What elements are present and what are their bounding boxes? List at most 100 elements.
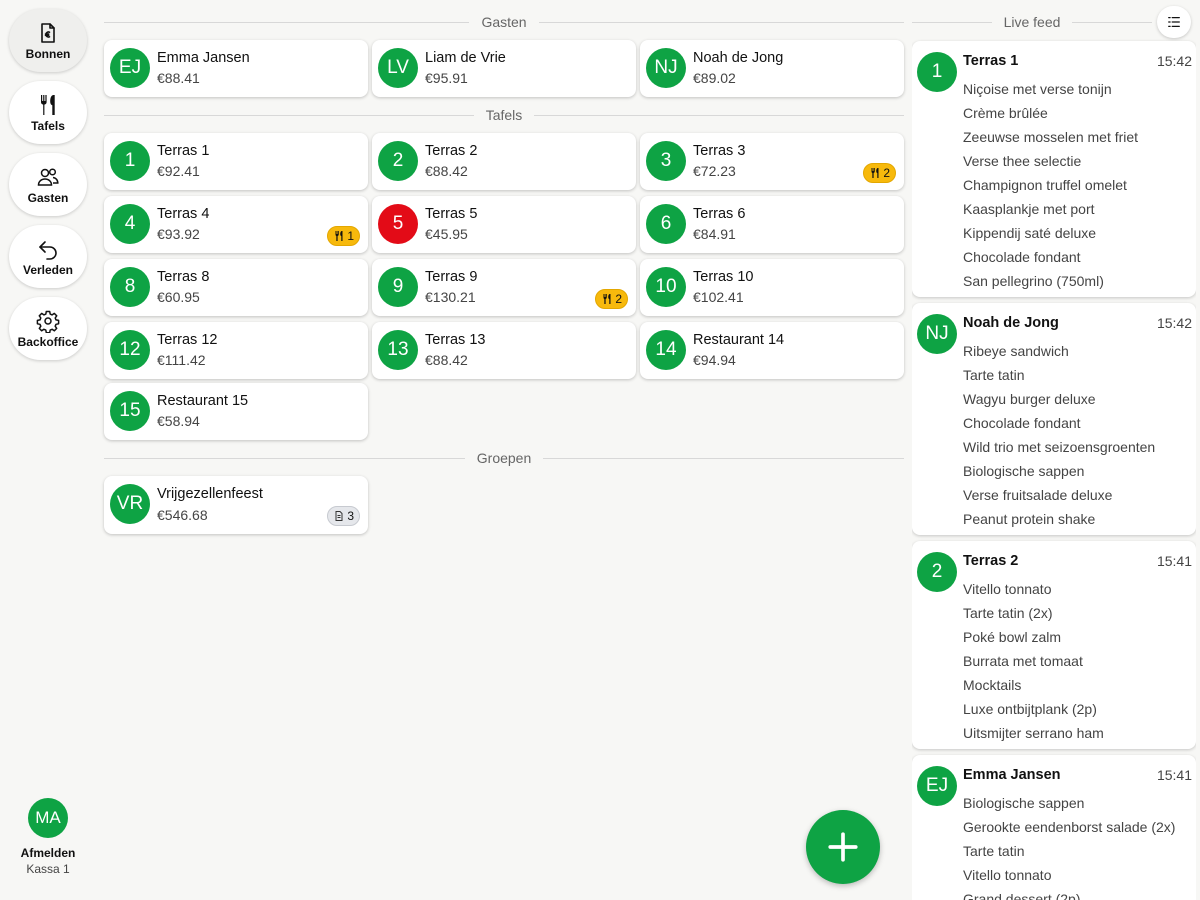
feed-entry-time: 15:41 (1156, 767, 1192, 783)
course-badge: 2 (863, 163, 896, 183)
feed-item: San pellegrino (750ml) (963, 273, 1104, 289)
undo-arrow-icon (39, 240, 57, 260)
user-logout-button[interactable]: MA Afmelden Kassa 1 (8, 798, 88, 876)
feed-item: Luxe ontbijtplank (2p) (963, 701, 1097, 717)
users-icon (37, 167, 59, 186)
course-badge-count: 2 (615, 292, 622, 306)
feed-entry-items: Biologische sappen Gerookte eendenborst … (963, 791, 1175, 900)
feed-item: Grand dessert (2p) (963, 891, 1081, 900)
feed-entry[interactable]: EJ Emma Jansen 15:41 Biologische sappen … (912, 755, 1196, 900)
table-amount: €102.41 (693, 289, 744, 305)
live-feed-panel: Live feed 1 Terras 1 15:42 Niçoise met v… (912, 0, 1196, 900)
logout-label: Afmelden (20, 846, 76, 860)
guest-amount: €95.91 (425, 70, 468, 86)
table-amount: €94.94 (693, 352, 736, 368)
feed-item: Vitello tonnato (963, 867, 1052, 883)
table-card[interactable]: 8 Terras 8 €60.95 (104, 259, 368, 316)
nav-verleden-button[interactable]: Verleden (9, 225, 87, 288)
table-card[interactable]: 13 Terras 13 €88.42 (372, 322, 636, 379)
feed-entry[interactable]: NJ Noah de Jong 15:42 Ribeye sandwich Ta… (912, 303, 1196, 535)
table-card[interactable]: 2 Terras 2 €88.42 (372, 133, 636, 190)
add-button[interactable] (806, 810, 880, 884)
course-badge: 1 (327, 226, 360, 246)
cutlery-icon (871, 168, 879, 178)
feed-item: Mocktails (963, 677, 1022, 693)
table-number: 15 (110, 391, 150, 431)
feed-item: Kippendij saté deluxe (963, 225, 1097, 241)
feed-entry[interactable]: 1 Terras 1 15:42 Niçoise met verse tonij… (912, 41, 1196, 297)
nav-bonnen-label: Bonnen (25, 46, 71, 61)
guest-card[interactable]: EJ Emma Jansen €88.41 (104, 40, 368, 97)
table-number: 3 (646, 141, 686, 181)
feed-item: Kaasplankje met port (963, 201, 1095, 217)
list-filter-icon (1168, 16, 1180, 28)
table-card[interactable]: 1 Terras 1 €92.41 (104, 133, 368, 190)
feed-entry-items: Vitello tonnato Tarte tatin (2x) Poké bo… (963, 577, 1104, 745)
main-panel: Gasten EJ Emma Jansen €88.41 LV Liam de … (104, 0, 904, 900)
table-card[interactable]: 14 Restaurant 14 €94.94 (640, 322, 904, 379)
section-title-guests: Gasten (104, 14, 904, 30)
side-nav: Bonnen Tafels Gasten Verleden Backoffice… (0, 0, 96, 900)
feed-entry-items: Niçoise met verse tonijn Crème brûlée Ze… (963, 77, 1138, 293)
feed-item: Ribeye sandwich (963, 343, 1069, 359)
nav-gasten-button[interactable]: Gasten (9, 153, 87, 216)
cutlery-icon (603, 294, 611, 304)
live-feed-title-label: Live feed (1003, 14, 1061, 30)
table-card[interactable]: 15 Restaurant 15 €58.94 (104, 383, 368, 440)
group-card[interactable]: VR Vrijgezellenfeest €546.68 3 (104, 476, 368, 534)
course-badge-count: 2 (883, 166, 890, 180)
feed-entry-time: 15:42 (1156, 53, 1192, 69)
feed-item: Tarte tatin (2x) (963, 605, 1053, 621)
nav-verleden-label: Verleden (22, 262, 74, 277)
feed-item: Burrata met tomaat (963, 653, 1083, 669)
table-card[interactable]: 10 Terras 10 €102.41 (640, 259, 904, 316)
table-number: 2 (378, 141, 418, 181)
table-amount: €88.42 (425, 163, 468, 179)
feed-item: Poké bowl zalm (963, 629, 1062, 645)
nav-bonnen-button[interactable]: Bonnen (9, 9, 87, 72)
nav-backoffice-button[interactable]: Backoffice (9, 297, 87, 360)
table-name: Terras 6 (693, 206, 746, 222)
table-name: Terras 9 (425, 269, 478, 285)
table-amount: €84.91 (693, 226, 736, 242)
table-card[interactable]: 5 Terras 5 €45.95 (372, 196, 636, 253)
table-amount: €72.23 (693, 163, 736, 179)
guest-avatar: LV (378, 48, 418, 88)
table-card[interactable]: 3 Terras 3 €72.23 2 (640, 133, 904, 190)
gear-icon (36, 310, 60, 333)
feed-item: Uitsmijter serrano ham (963, 725, 1104, 741)
course-badge: 2 (595, 289, 628, 309)
feed-item: Crème brûlée (963, 105, 1048, 121)
table-number: 6 (646, 204, 686, 244)
feed-item: Niçoise met verse tonijn (963, 81, 1112, 97)
table-amount: €88.42 (425, 352, 468, 368)
guest-card[interactable]: LV Liam de Vrie €95.91 (372, 40, 636, 97)
table-card[interactable]: 6 Terras 6 €84.91 (640, 196, 904, 253)
nav-tafels-button[interactable]: Tafels (9, 81, 87, 144)
guest-card[interactable]: NJ Noah de Jong €89.02 (640, 40, 904, 97)
feed-entry-avatar: EJ (917, 766, 957, 806)
user-avatar: MA (28, 798, 68, 838)
feed-item: Biologische sappen (963, 795, 1085, 811)
table-card[interactable]: 4 Terras 4 €93.92 1 (104, 196, 368, 253)
receipt-icon (335, 511, 343, 521)
table-card[interactable]: 9 Terras 9 €130.21 2 (372, 259, 636, 316)
group-name: Vrijgezellenfeest (157, 486, 263, 502)
receipt-icon (41, 22, 55, 43)
feed-entry[interactable]: 2 Terras 2 15:41 Vitello tonnato Tarte t… (912, 541, 1196, 749)
feed-entry-avatar: 1 (917, 52, 957, 92)
table-name: Terras 13 (425, 332, 486, 348)
section-title-tables-label: Tafels (485, 107, 523, 123)
plus-icon (828, 832, 858, 862)
guest-amount: €88.41 (157, 70, 200, 86)
feed-item: Champignon truffel omelet (963, 177, 1127, 193)
live-feed-title: Live feed (912, 14, 1152, 30)
feed-filter-button[interactable] (1157, 6, 1191, 38)
table-name: Terras 4 (157, 206, 210, 222)
feed-entry-avatar: NJ (917, 314, 957, 354)
course-badge-count: 1 (347, 229, 354, 243)
table-number: 8 (110, 267, 150, 307)
table-card[interactable]: 12 Terras 12 €111.42 (104, 322, 368, 379)
table-amount: €58.94 (157, 413, 200, 429)
section-title-tables: Tafels (104, 107, 904, 123)
